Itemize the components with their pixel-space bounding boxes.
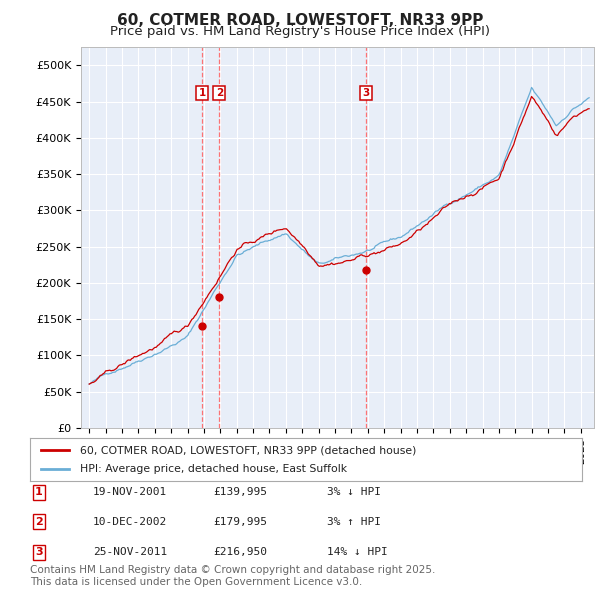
Text: 1: 1 bbox=[199, 88, 206, 98]
Text: £139,995: £139,995 bbox=[213, 487, 267, 497]
Text: HPI: Average price, detached house, East Suffolk: HPI: Average price, detached house, East… bbox=[80, 464, 347, 474]
Text: 3% ↓ HPI: 3% ↓ HPI bbox=[327, 487, 381, 497]
Text: £216,950: £216,950 bbox=[213, 548, 267, 557]
Text: 19-NOV-2001: 19-NOV-2001 bbox=[93, 487, 167, 497]
Text: £179,995: £179,995 bbox=[213, 517, 267, 526]
Text: 3: 3 bbox=[362, 88, 370, 98]
Text: 2: 2 bbox=[35, 517, 43, 526]
Text: 10-DEC-2002: 10-DEC-2002 bbox=[93, 517, 167, 526]
Text: Contains HM Land Registry data © Crown copyright and database right 2025.
This d: Contains HM Land Registry data © Crown c… bbox=[30, 565, 436, 587]
Text: 1: 1 bbox=[35, 487, 43, 497]
Text: Price paid vs. HM Land Registry's House Price Index (HPI): Price paid vs. HM Land Registry's House … bbox=[110, 25, 490, 38]
Text: 60, COTMER ROAD, LOWESTOFT, NR33 9PP: 60, COTMER ROAD, LOWESTOFT, NR33 9PP bbox=[117, 13, 483, 28]
Text: 25-NOV-2011: 25-NOV-2011 bbox=[93, 548, 167, 557]
Text: 3: 3 bbox=[35, 548, 43, 557]
Text: 14% ↓ HPI: 14% ↓ HPI bbox=[327, 548, 388, 557]
Text: 2: 2 bbox=[216, 88, 223, 98]
Text: 60, COTMER ROAD, LOWESTOFT, NR33 9PP (detached house): 60, COTMER ROAD, LOWESTOFT, NR33 9PP (de… bbox=[80, 445, 416, 455]
Text: 3% ↑ HPI: 3% ↑ HPI bbox=[327, 517, 381, 526]
